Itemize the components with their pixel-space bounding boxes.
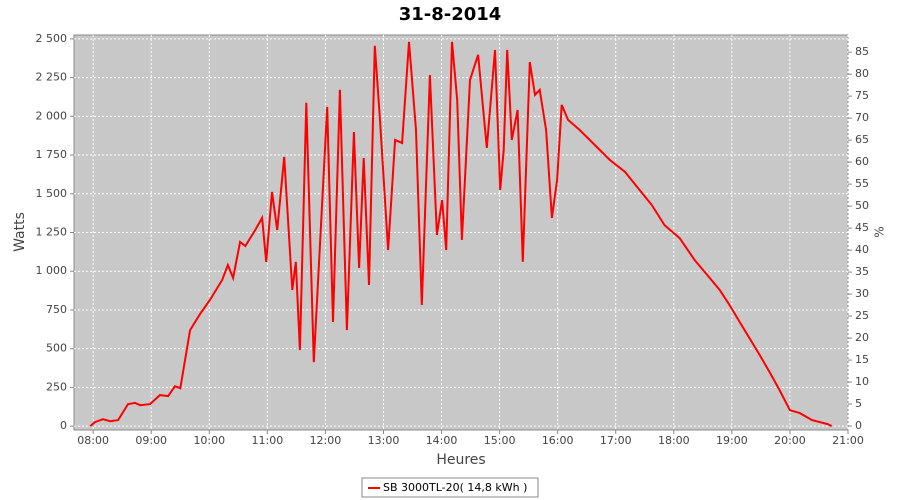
x-tick-label: 18:00 xyxy=(658,434,690,447)
y2-tick-label: 35 xyxy=(855,265,869,278)
x-tick-label: 15:00 xyxy=(484,434,516,447)
y-tick-label: 1 750 xyxy=(36,148,68,161)
chart-title: 31-8-2014 xyxy=(399,4,502,25)
y2-tick-label: 50 xyxy=(855,199,869,212)
x-tick-label: 19:00 xyxy=(716,434,748,447)
y2-tick-label: 10 xyxy=(855,375,869,388)
x-axis-label: Heures xyxy=(436,452,485,468)
x-tick-label: 09:00 xyxy=(135,434,167,447)
y2-tick-label: 0 xyxy=(855,419,862,432)
y-tick-label: 1 500 xyxy=(36,187,68,200)
y-tick-label: 2 000 xyxy=(36,109,68,122)
y2-tick-label: 60 xyxy=(855,155,869,168)
y2-axis-label: % xyxy=(873,226,887,237)
x-tick-label: 13:00 xyxy=(368,434,400,447)
legend-box xyxy=(361,477,539,498)
y2-tick-label: 40 xyxy=(855,243,869,256)
y2-tick-label: 45 xyxy=(855,221,869,234)
y2-tick-label: 25 xyxy=(855,309,869,322)
y2-tick-label: 65 xyxy=(855,133,869,146)
x-tick-label: 17:00 xyxy=(600,434,632,447)
y2-tick-label: 15 xyxy=(855,353,869,366)
y-tick-label: 250 xyxy=(46,380,67,393)
y-tick-label: 750 xyxy=(46,303,67,316)
y2-tick-label: 75 xyxy=(855,89,869,102)
y-tick-label: 2 250 xyxy=(36,71,68,84)
x-tick-label: 08:00 xyxy=(77,434,109,447)
x-tick-label: 20:00 xyxy=(774,434,806,447)
y2-tick-label: 20 xyxy=(855,331,869,344)
y2-tick-label: 70 xyxy=(855,111,869,124)
y-axis-label: Watts xyxy=(12,212,28,252)
x-tick-label: 12:00 xyxy=(310,434,342,447)
x-tick-label: 16:00 xyxy=(542,434,574,447)
legend-label: SB 3000TL-20( 14,8 kWh ) xyxy=(383,481,527,494)
y2-tick-label: 55 xyxy=(855,177,869,190)
y2-tick-label: 85 xyxy=(855,45,869,58)
x-tick-label: 21:00 xyxy=(832,434,864,447)
data-line xyxy=(89,41,833,427)
x-tick-label: 14:00 xyxy=(426,434,458,447)
y-tick-label: 1 000 xyxy=(36,264,68,277)
x-tick-label: 11:00 xyxy=(252,434,284,447)
y-tick-label: 1 250 xyxy=(36,226,68,239)
y2-tick-label: 80 xyxy=(855,67,869,80)
y2-tick-label: 30 xyxy=(855,287,869,300)
y-tick-label: 2 500 xyxy=(36,32,68,45)
y2-tick-label: 5 xyxy=(855,397,862,410)
y-tick-label: 0 xyxy=(60,419,67,432)
y-tick-label: 500 xyxy=(46,342,67,355)
x-tick-label: 10:00 xyxy=(193,434,225,447)
